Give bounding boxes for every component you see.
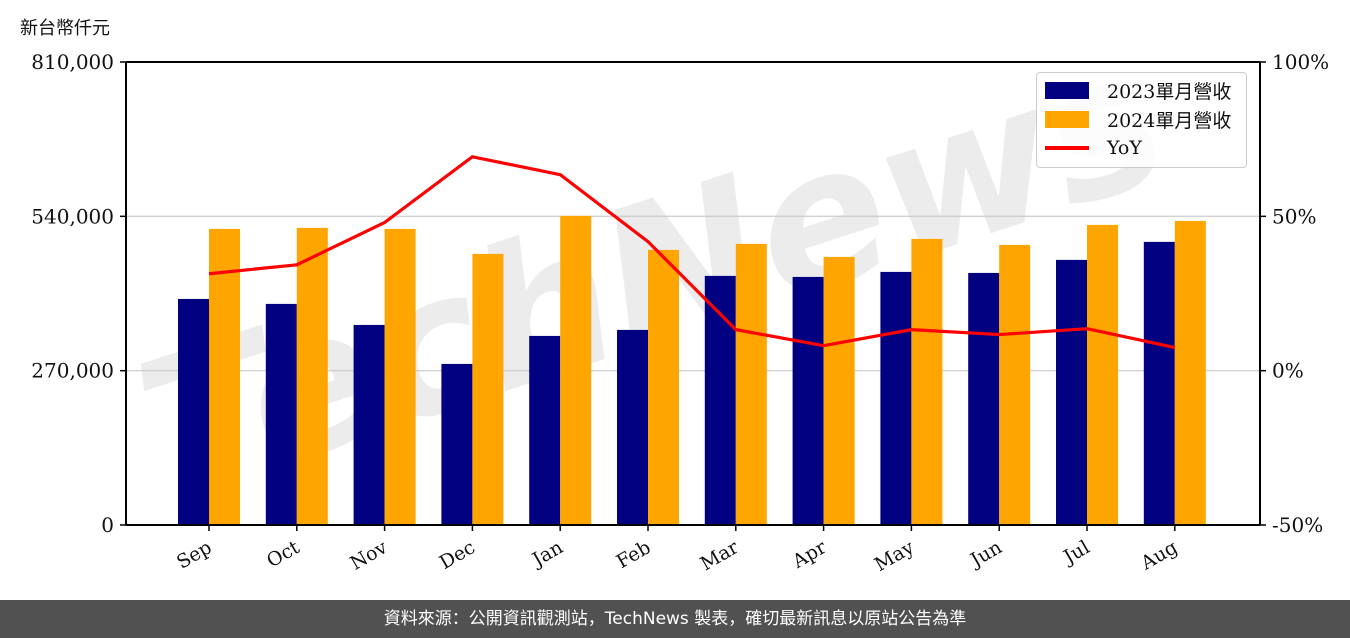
y2-tick-label: 0% [1272,359,1304,383]
x-tick-label: Nov [346,536,391,575]
bar-2023 [353,324,385,525]
x-tick-label: May [871,536,918,576]
y-axis-unit-label: 新台幣仟元 [20,18,110,39]
bar-2023 [968,272,1000,525]
bar-2024 [209,228,240,526]
x-tick-label: Jan [527,536,567,572]
bar-2024 [823,256,855,525]
bar-2023 [617,329,648,525]
y-tick-label: 270,000 [31,359,114,383]
legend-label-yoy: YoY [1107,137,1142,159]
x-tick-label: Mar [697,536,743,575]
bar-2024 [384,228,416,526]
bar-2024 [472,253,504,526]
legend-item-2023: 2023單月營收 [1045,77,1231,103]
legend-swatch-2023 [1045,81,1089,99]
x-tick-label: Dec [436,536,479,574]
bar-2023 [178,298,209,525]
bar-2024 [296,227,328,525]
bar-2024 [1174,220,1206,525]
bar-2024 [911,238,943,525]
x-tick-label: Sep [173,536,216,573]
legend-item-2024: 2024單月營收 [1045,106,1231,132]
bar-2023 [1056,259,1087,525]
chart-legend: 2023單月營收 2024單月營收 YoY [1036,72,1247,168]
source-footer: 資料來源：公開資訊觀測站，TechNews 製表，確切最新訊息以原站公告為準 [0,600,1350,638]
bar-2024 [1087,224,1118,525]
revenue-chart: TechNews 0 270,000 540,000 810,000 -50% 0% 50% 1… [31,6,1329,577]
legend-label-2024: 2024單月營收 [1107,109,1232,132]
y2-tick-label: 50% [1272,204,1316,228]
y2-tick-label: 100% [1272,50,1329,74]
x-tick-label: Aug [1136,536,1181,575]
x-tick-label: Jun [965,536,1006,572]
bar-2024 [735,243,767,525]
bar-2023 [265,303,297,525]
legend-line-yoy [1045,146,1089,150]
legend-label-2023: 2023單月營收 [1107,80,1232,103]
bar-2023 [1143,241,1175,525]
legend-swatch-2024 [1045,110,1089,128]
chart-canvas: TechNews0270,000540,000810,000-50%0%50%1… [31,6,1329,577]
bar-2023 [704,275,736,525]
yoy-line [208,155,1176,350]
bar-2024 [648,249,679,525]
bar-2023 [441,363,473,525]
x-tick-label: Jul [1058,536,1093,569]
bar-2023 [880,271,912,525]
y-tick-label: 540,000 [31,204,114,228]
y-tick-label: 810,000 [31,50,114,74]
y2-tick-label: -50% [1272,513,1323,537]
bar-2024 [560,215,592,526]
x-tick-label: Apr [788,536,831,573]
x-tick-label: Oct [263,536,304,572]
bar-2023 [529,335,561,525]
bar-2024 [999,244,1031,525]
y-tick-label: 0 [101,513,114,537]
bar-2023 [792,276,824,525]
x-tick-label: Feb [613,536,655,573]
legend-item-yoy: YoY [1045,135,1142,161]
